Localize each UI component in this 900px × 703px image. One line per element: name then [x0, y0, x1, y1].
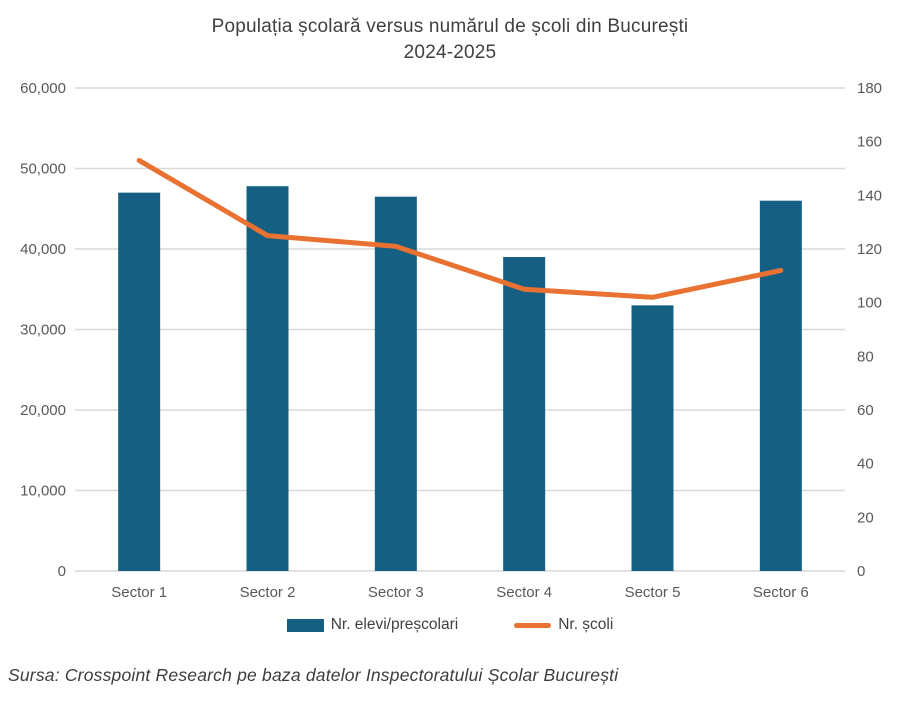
bar-sector-6 — [759, 200, 802, 571]
legend-label-students: Nr. elevi/preșcolari — [330, 616, 459, 633]
chart-subtitle: 2024-2025 — [403, 42, 497, 63]
y-left-tick-label: 10,000 — [20, 483, 66, 500]
y-right-tick-label: 140 — [857, 187, 882, 204]
x-axis-label: Sector 4 — [496, 584, 552, 601]
bar-sector-5 — [631, 305, 674, 571]
y-left-tick-label: 60,000 — [20, 80, 66, 97]
x-axis-label: Sector 1 — [111, 584, 167, 601]
y-left-tick-label: 0 — [58, 563, 66, 580]
legend-label-schools: Nr. școli — [558, 616, 614, 633]
y-left-tick-label: 40,000 — [20, 241, 66, 258]
bar-sector-1 — [118, 192, 161, 571]
y-right-tick-label: 160 — [857, 134, 882, 151]
legend-item-schools: Nr. școli — [514, 616, 613, 634]
bar-sector-4 — [503, 257, 546, 571]
schools-line — [136, 157, 784, 300]
title-block: Populația școlară versus numărul de școl… — [0, 14, 900, 66]
y-right-tick-label: 120 — [857, 241, 882, 258]
y-right-tick-label: 180 — [857, 80, 882, 97]
y-left-tick-label: 30,000 — [20, 322, 66, 339]
source-note: Sursa: Crosspoint Research pe baza datel… — [8, 665, 619, 685]
x-axis-label: Sector 3 — [368, 584, 424, 601]
bar-sector-2 — [246, 186, 289, 571]
y-left-tick-label: 20,000 — [20, 402, 66, 419]
bar-sector-3 — [374, 196, 417, 572]
line-series-swatch-icon — [514, 622, 552, 628]
chart-legend: Nr. elevi/preșcolari Nr. școli — [0, 616, 900, 634]
legend-item-students: Nr. elevi/preșcolari — [286, 616, 459, 634]
y-right-tick-label: 0 — [857, 563, 865, 580]
y-right-tick-label: 60 — [857, 402, 874, 419]
y-right-tick-label: 100 — [857, 295, 882, 312]
bar-series-swatch-icon — [286, 618, 324, 632]
y-left-tick-label: 50,000 — [20, 161, 66, 178]
x-axis-label: Sector 2 — [240, 584, 296, 601]
chart-title: Populația școlară versus numărul de școl… — [211, 16, 689, 37]
x-axis-label: Sector 6 — [753, 584, 809, 601]
y-right-tick-label: 20 — [857, 509, 874, 526]
y-right-tick-label: 80 — [857, 348, 874, 365]
x-axis-label: Sector 5 — [625, 584, 681, 601]
y-right-tick-label: 40 — [857, 456, 874, 473]
